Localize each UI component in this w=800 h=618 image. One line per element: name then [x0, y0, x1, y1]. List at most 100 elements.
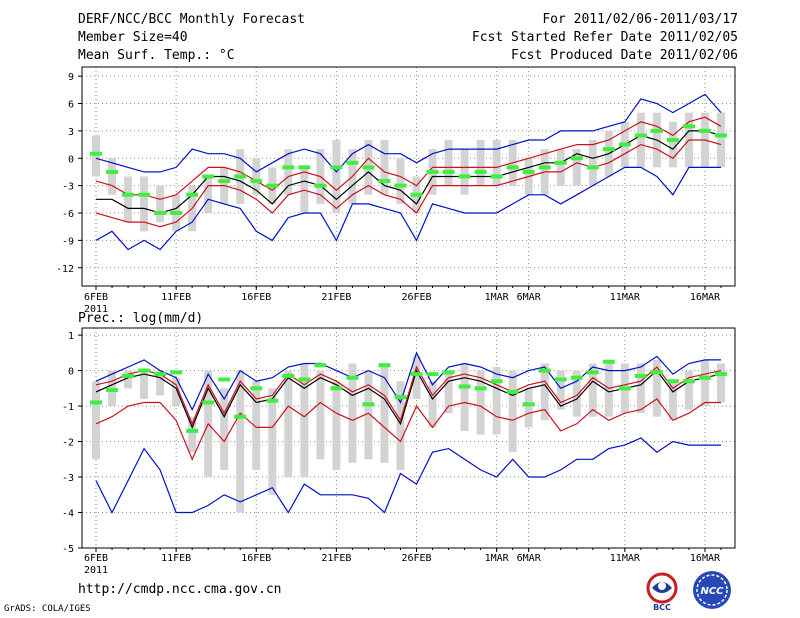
prec-obs-marker: [266, 398, 279, 403]
prec-frame: [81, 327, 736, 549]
temp-line-max: [95, 93, 722, 173]
prec-spread-box: [684, 370, 693, 410]
forecast-period: For 2011/02/06-2011/03/17: [542, 12, 738, 27]
prec-obs-marker: [650, 370, 663, 375]
prec-spread-box: [476, 370, 485, 435]
prec-line-upper: [95, 365, 722, 426]
prec-obs-marker: [250, 386, 263, 391]
prec-ytick-label: -5: [62, 544, 74, 555]
temp-obs-marker: [554, 160, 567, 165]
prec-obs-marker: [618, 386, 631, 391]
prec-obs-marker: [362, 402, 375, 407]
temp-line-min: [95, 166, 721, 251]
temp-xtick-year: 2011: [84, 304, 108, 315]
prec-obs-marker: [698, 375, 711, 380]
source-url[interactable]: http://cmdp.ncc.cma.gov.cn: [78, 582, 282, 597]
temp-ytick-label: -9: [62, 236, 74, 247]
prec-obs-marker: [330, 386, 343, 391]
temp-panel: 9 6 3 0 -3 -6 -9 -12 6FEB 11FEB 16FEB 21FEB 26FEB 1MA…: [56, 66, 736, 315]
prec-obs-marker: [458, 384, 471, 389]
chart-title: DERF/NCC/BCC Monthly Forecast: [78, 12, 305, 27]
member-size-label: Member Size=40: [78, 30, 188, 45]
prec-obs-marker: [426, 372, 439, 377]
prec-obs-marker: [634, 373, 647, 378]
temp-obs-marker: [570, 156, 583, 161]
prec-obs-marker: [378, 363, 391, 368]
temp-spread-box: [396, 158, 405, 204]
temp-obs-marker: [378, 179, 391, 184]
temp-line-mean: [96, 130, 722, 214]
ncc-logo: NCC: [690, 568, 734, 612]
produced-date: Fcst Produced Date 2011/02/06: [511, 48, 738, 63]
prec-obs-marker: [442, 370, 455, 375]
temp-frame: [81, 66, 736, 287]
temp-xtick-label: 11FEB: [161, 292, 191, 303]
prec-spread-box: [492, 367, 501, 435]
prec-obs-marker: [234, 414, 247, 419]
temp-spread-box: [556, 149, 565, 186]
temp-obs-marker: [586, 165, 599, 170]
prec-xtick-label: 16FEB: [241, 553, 271, 564]
temp-ytick-label: -12: [56, 264, 74, 275]
temp-spread-box: [460, 149, 469, 195]
prec-xtick-label: 16MAR: [690, 553, 721, 564]
temp-line-upper: [95, 116, 722, 200]
prec-xtick-year: 2011: [84, 565, 108, 576]
prec-spread-box: [332, 381, 341, 470]
temp-obs-marker: [698, 128, 711, 133]
prec-obs-marker: [282, 373, 295, 378]
prec-xtick-label: 21FEB: [321, 553, 351, 564]
temp-spread-box: [156, 185, 165, 223]
prec-spread-box: [124, 370, 133, 389]
prec-ytick-label: 1: [68, 331, 74, 342]
temp-spread-box: [668, 121, 677, 168]
prec-ytick-label: -4: [62, 509, 74, 520]
prec-spread-box: [604, 363, 613, 417]
prec-ytick-label: -2: [62, 438, 74, 449]
prec-spread-box: [508, 370, 517, 453]
prec-obs-marker: [538, 368, 551, 373]
temp-obs-marker: [650, 128, 663, 133]
temp-spread-box: [252, 158, 261, 195]
prec-spread-box: [172, 377, 181, 407]
temp-obs-marker: [122, 192, 135, 197]
prec-line-min: [95, 437, 721, 514]
prec-spread-box: [300, 363, 309, 478]
temp-obs-marker: [314, 183, 327, 188]
temp-obs-marker: [346, 160, 359, 165]
temp-obs-marker: [90, 151, 102, 156]
prec-obs-marker: [170, 370, 183, 375]
temp-xtick-label: 26FEB: [401, 292, 431, 303]
prec-spread-box: [316, 370, 325, 460]
temp-obs-marker: [394, 183, 407, 188]
temp-obs-marker: [682, 124, 695, 129]
temp-obs-marker: [298, 165, 311, 170]
temp-xtick-label: 21FEB: [321, 292, 351, 303]
prec-line-mean: [95, 369, 722, 429]
temp-spread-box: [717, 112, 725, 168]
prec-spread-box: [252, 381, 261, 470]
temp-obs-marker: [458, 174, 471, 179]
temp-obs-marker: [170, 211, 183, 215]
prec-xtick-label: 11FEB: [161, 553, 191, 564]
prec-spread-box: [92, 381, 100, 460]
prec-obs-marker: [666, 379, 679, 384]
prec-spread-box: [428, 381, 437, 428]
prec-obs-marker: [154, 372, 167, 377]
prec-spread-box: [284, 370, 293, 478]
temp-xtick-label: 16FEB: [241, 292, 271, 303]
temp-obs-marker: [266, 183, 279, 188]
prec-spread-box: [188, 416, 197, 453]
temp-xtick-label: 11MAR: [610, 292, 641, 303]
temp-obs-marker: [538, 165, 551, 170]
prec-obs-marker: [298, 377, 311, 382]
prec-obs-marker: [506, 389, 519, 394]
prec-spread-box: [156, 370, 165, 396]
temp-spread-box: [588, 140, 597, 186]
bcc-logo: BCC: [640, 568, 684, 612]
ncc-logo-text: NCC: [700, 586, 724, 597]
prec-spread-box: [268, 388, 277, 495]
temp-spread-box: [636, 112, 645, 168]
prec-spread-box: [556, 370, 565, 410]
temp-ytick-label: -3: [62, 182, 74, 193]
